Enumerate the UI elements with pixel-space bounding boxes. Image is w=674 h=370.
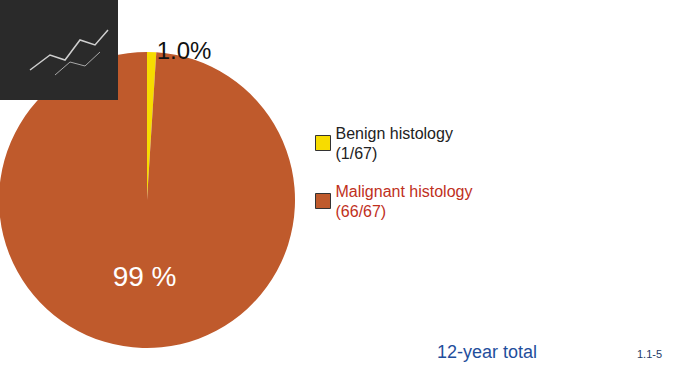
svg-text:(66/67): (66/67) — [336, 203, 387, 220]
svg-text:12-year total: 12-year total — [437, 342, 537, 362]
svg-text:Malignant histology: Malignant histology — [336, 183, 473, 200]
svg-text:1.1-5: 1.1-5 — [637, 348, 662, 360]
svg-text:1.0%: 1.0% — [157, 37, 212, 64]
svg-text:99 %: 99 % — [113, 261, 177, 292]
svg-text:(1/67): (1/67) — [336, 145, 378, 162]
svg-text:Benign histology: Benign histology — [336, 125, 453, 142]
